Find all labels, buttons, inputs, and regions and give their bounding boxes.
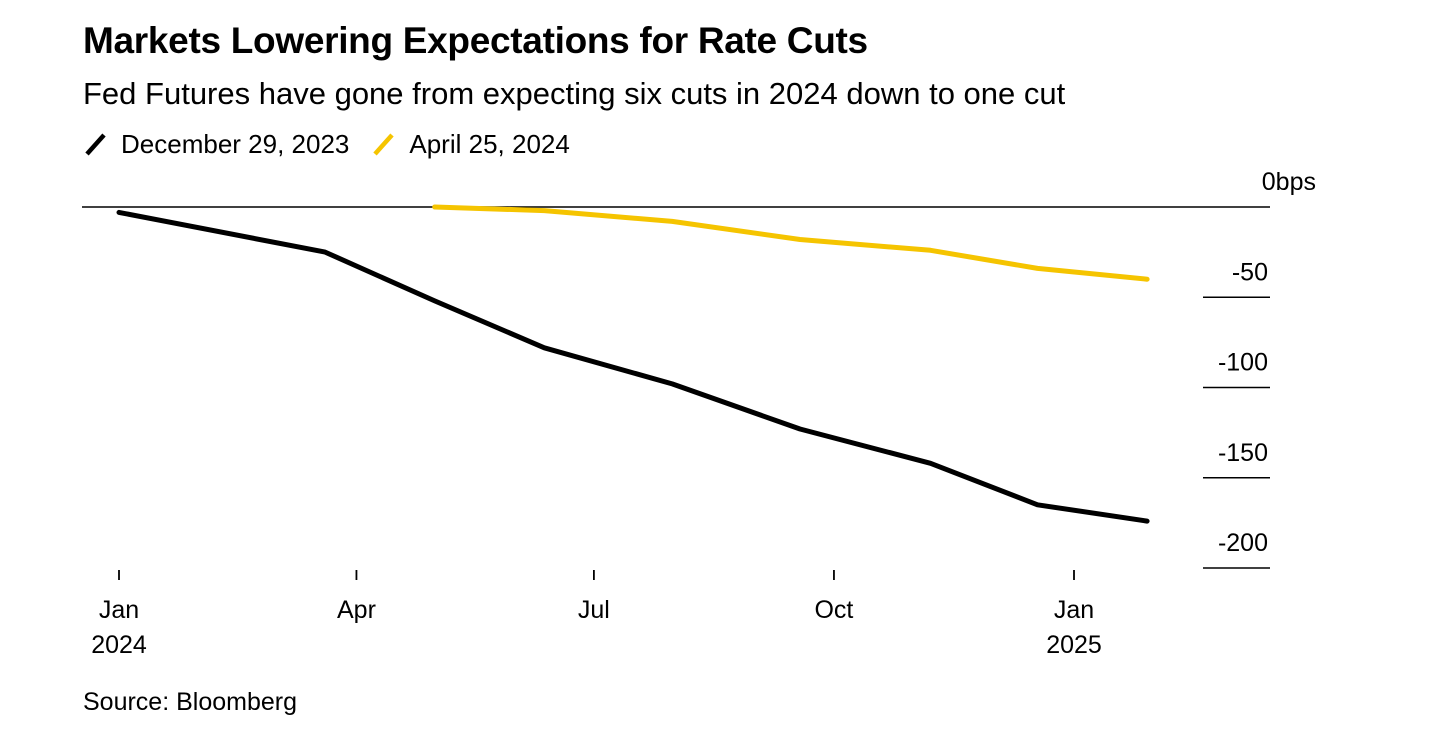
- chart-subtitle: Fed Futures have gone from expecting six…: [83, 76, 1066, 111]
- x-tick-label: Oct: [814, 596, 853, 624]
- series-line-dec-2023: [116, 209, 1150, 524]
- y-tick-label: -200: [1218, 529, 1268, 557]
- x-tick-label: Jan: [99, 596, 139, 624]
- y-tick-label: -100: [1218, 349, 1268, 377]
- x-tick-label: Jan: [1054, 596, 1094, 624]
- source-note: Source: Bloomberg: [83, 688, 298, 716]
- x-tick-year-label: 2025: [1046, 631, 1102, 659]
- legend-swatch-apr-icon: [373, 133, 395, 156]
- x-tick-year-label: 2024: [91, 631, 147, 659]
- x-tick-label: Apr: [337, 596, 376, 624]
- chart-title: Markets Lowering Expectations for Rate C…: [83, 20, 868, 61]
- legend-label-apr: April 25, 2024: [409, 128, 570, 159]
- legend-item-apr: April 25, 2024: [371, 128, 570, 160]
- x-tick-label: Jul: [578, 596, 610, 624]
- legend: December 29, 2023 April 25, 2024: [83, 128, 592, 160]
- y-tick-label: -150: [1218, 439, 1268, 467]
- legend-swatch-dec-icon: [85, 133, 106, 156]
- legend-label-dec: December 29, 2023: [121, 128, 350, 159]
- legend-item-dec: December 29, 2023: [83, 129, 349, 160]
- series-line-apr-2024: [432, 204, 1150, 282]
- y-tick-label: 0bps: [1262, 168, 1316, 196]
- y-tick-label: -50: [1232, 258, 1268, 286]
